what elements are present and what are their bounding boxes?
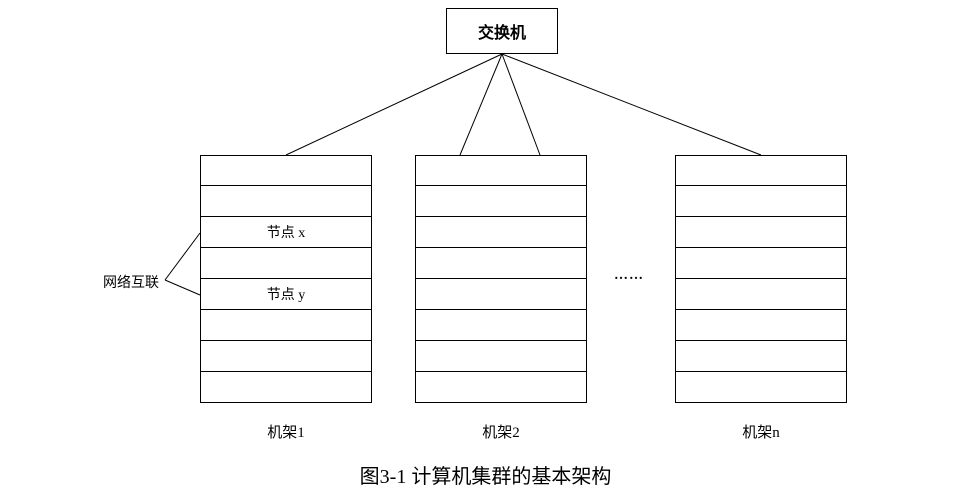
rack-cell xyxy=(200,248,372,279)
switch-box: 交换机 xyxy=(446,8,558,54)
rack-cell xyxy=(675,155,847,186)
rack-cell: 节点 x xyxy=(200,217,372,248)
rack-cell: 节点 y xyxy=(200,279,372,310)
rack-cell xyxy=(200,155,372,186)
rack-rack2 xyxy=(415,155,587,403)
rack-cell xyxy=(675,310,847,341)
rack-cell xyxy=(200,372,372,403)
rack-label: 机架1 xyxy=(200,421,372,442)
rack-label: 机架2 xyxy=(415,421,587,442)
rack-cell xyxy=(415,217,587,248)
rack-cell xyxy=(415,279,587,310)
rack-label: 机架n xyxy=(675,421,847,442)
rack-cell xyxy=(415,310,587,341)
rack-cell xyxy=(675,372,847,403)
rack-cell xyxy=(415,341,587,372)
rack-cell xyxy=(415,248,587,279)
rack-rackn xyxy=(675,155,847,403)
rack-cell xyxy=(200,341,372,372)
rack-cell xyxy=(415,155,587,186)
rack-cell xyxy=(675,279,847,310)
ellipsis: …… xyxy=(614,268,644,284)
side-annotation-label: 网络互联 xyxy=(103,272,159,292)
figure-caption: 图3-1 计算机集群的基本架构 xyxy=(0,460,971,489)
rack-cell xyxy=(200,310,372,341)
rack-cell xyxy=(675,186,847,217)
rack-cell xyxy=(415,186,587,217)
rack-rack1: 节点 x 节点 y xyxy=(200,155,372,403)
switch-label: 交换机 xyxy=(478,19,526,43)
rack-cell xyxy=(675,217,847,248)
rack-cell xyxy=(200,186,372,217)
rack-cell xyxy=(415,372,587,403)
rack-cell xyxy=(675,248,847,279)
rack-cell xyxy=(675,341,847,372)
